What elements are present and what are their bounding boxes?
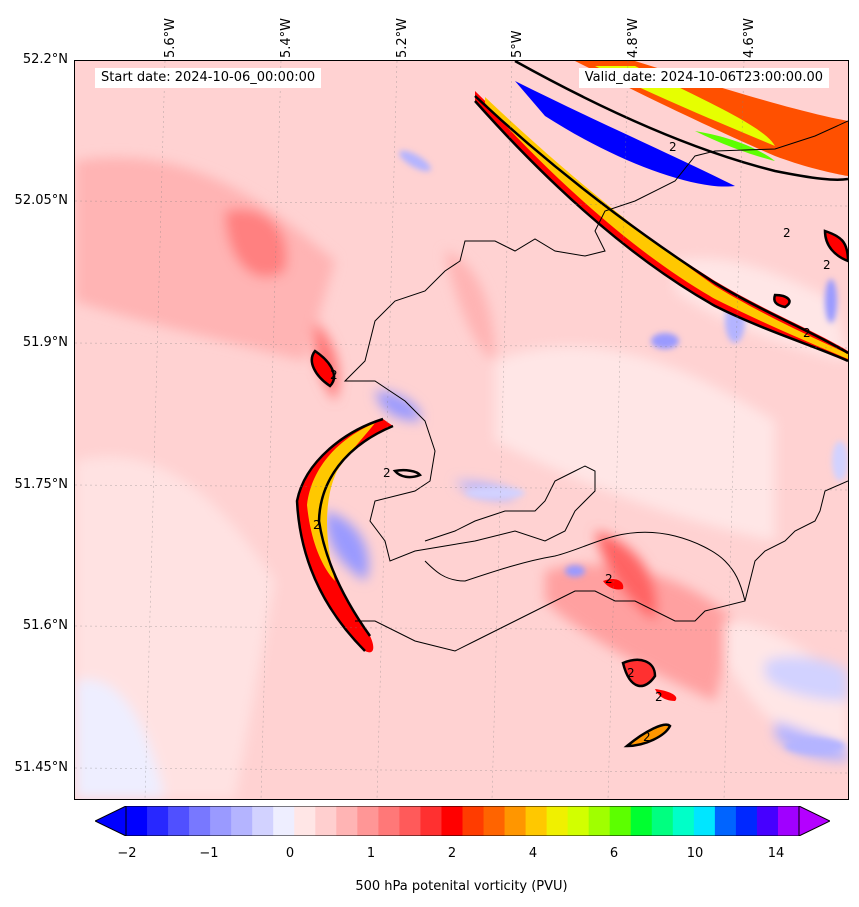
- colorbar-tick-label: −2: [117, 846, 137, 861]
- contour-label-text: 2: [823, 258, 831, 272]
- colorbar-under-arrow: [95, 806, 127, 836]
- colorbar-tick-label: −1: [199, 846, 219, 861]
- colorbar-segment: [651, 806, 674, 836]
- colorbar-segment: [588, 806, 611, 836]
- colorbar-segment: [273, 806, 295, 836]
- colorbar-tick-label: 0: [285, 846, 295, 861]
- contour-label-text: 2: [383, 466, 391, 480]
- colorbar: [95, 806, 830, 836]
- colorbar-title: 500 hPa potenital vorticity (PVU): [355, 879, 568, 894]
- colorbar-segment: [777, 806, 800, 836]
- colorbar-segment: [483, 806, 506, 836]
- colorbar-segment: [294, 806, 316, 836]
- pv-2-contours: [295, 61, 848, 748]
- colorbar-tick-label: 1: [366, 846, 376, 861]
- longitude-label: 5.2°W: [395, 17, 410, 58]
- pv-field-map: 2 2 2 2 2 2 2 2 2 2 2: [75, 61, 848, 799]
- latitude-label: 52.05°N: [14, 193, 68, 208]
- colorbar-segment: [147, 806, 169, 836]
- colorbar-tick-label: 14: [767, 846, 785, 861]
- colorbar-segment: [567, 806, 590, 836]
- contour-labels: 2 2 2 2 2 2 2 2 2 2 2: [313, 140, 831, 744]
- contour-label-text: 2: [627, 666, 635, 680]
- colorbar-segment: [189, 806, 211, 836]
- colorbar-segment: [168, 806, 190, 836]
- map-panel: 2 2 2 2 2 2 2 2 2 2 2: [74, 60, 849, 800]
- graticule: [75, 61, 848, 799]
- colorbar-over-arrow: [798, 806, 830, 836]
- colorbar-tick-label: 6: [609, 846, 619, 861]
- colorbar-segment: [252, 806, 274, 836]
- colorbar-segment: [126, 806, 148, 836]
- colorbar-segment: [756, 806, 779, 836]
- colorbar-segment: [546, 806, 569, 836]
- contour-label-text: 2: [313, 518, 321, 532]
- colorbar-segment: [504, 806, 527, 836]
- longitude-label: 4.6°W: [742, 17, 757, 58]
- colorbar-tick-label: 4: [528, 846, 538, 861]
- longitude-label: 5.6°W: [163, 17, 178, 58]
- latitude-label: 52.2°N: [22, 52, 68, 67]
- colorbar-segment: [609, 806, 632, 836]
- colorbar-segment: [735, 806, 758, 836]
- start-date-label: Start date: 2024-10-06_00:00:00: [95, 68, 322, 88]
- colorbar-segment: [630, 806, 653, 836]
- colorbar-segment: [441, 806, 463, 836]
- latitude-label: 51.75°N: [14, 477, 68, 492]
- colorbar-segment: [336, 806, 358, 836]
- negative-pv-streaks: [399, 150, 848, 754]
- colorbar-segment: [315, 806, 337, 836]
- contour-label-text: 2: [655, 690, 663, 704]
- longitude-label: 5°W: [510, 30, 525, 58]
- colorbar-segment: [231, 806, 253, 836]
- colorbar-segment: [399, 806, 421, 836]
- contour-label-text: 2: [669, 140, 677, 154]
- latitude-label: 51.9°N: [22, 335, 68, 350]
- contour-label-text: 2: [605, 572, 613, 586]
- colorbar-tick-label: 2: [447, 846, 457, 861]
- colorbar-segment: [357, 806, 379, 836]
- colorbar-segment: [525, 806, 548, 836]
- longitude-label: 5.4°W: [279, 17, 294, 58]
- contour-label-text: 2: [330, 368, 338, 382]
- colorbar-segment: [693, 806, 716, 836]
- contour-label-text: 2: [803, 326, 811, 340]
- colorbar-segments: [126, 806, 800, 836]
- colorbar-segment: [420, 806, 442, 836]
- contour-label-text: 2: [643, 730, 651, 744]
- contour-label-text: 2: [783, 226, 791, 240]
- colorbar-segment: [210, 806, 232, 836]
- valid-date-label: Valid_date: 2024-10-06T23:00:00.00: [578, 68, 829, 88]
- longitude-label: 4.8°W: [626, 17, 641, 58]
- colorbar-segment: [714, 806, 737, 836]
- colorbar-segment: [378, 806, 400, 836]
- colorbar-segment: [672, 806, 695, 836]
- colorbar-tick-label: 10: [686, 846, 704, 861]
- latitude-label: 51.6°N: [22, 618, 68, 633]
- colorbar-segment: [462, 806, 485, 836]
- latitude-label: 51.45°N: [14, 760, 68, 775]
